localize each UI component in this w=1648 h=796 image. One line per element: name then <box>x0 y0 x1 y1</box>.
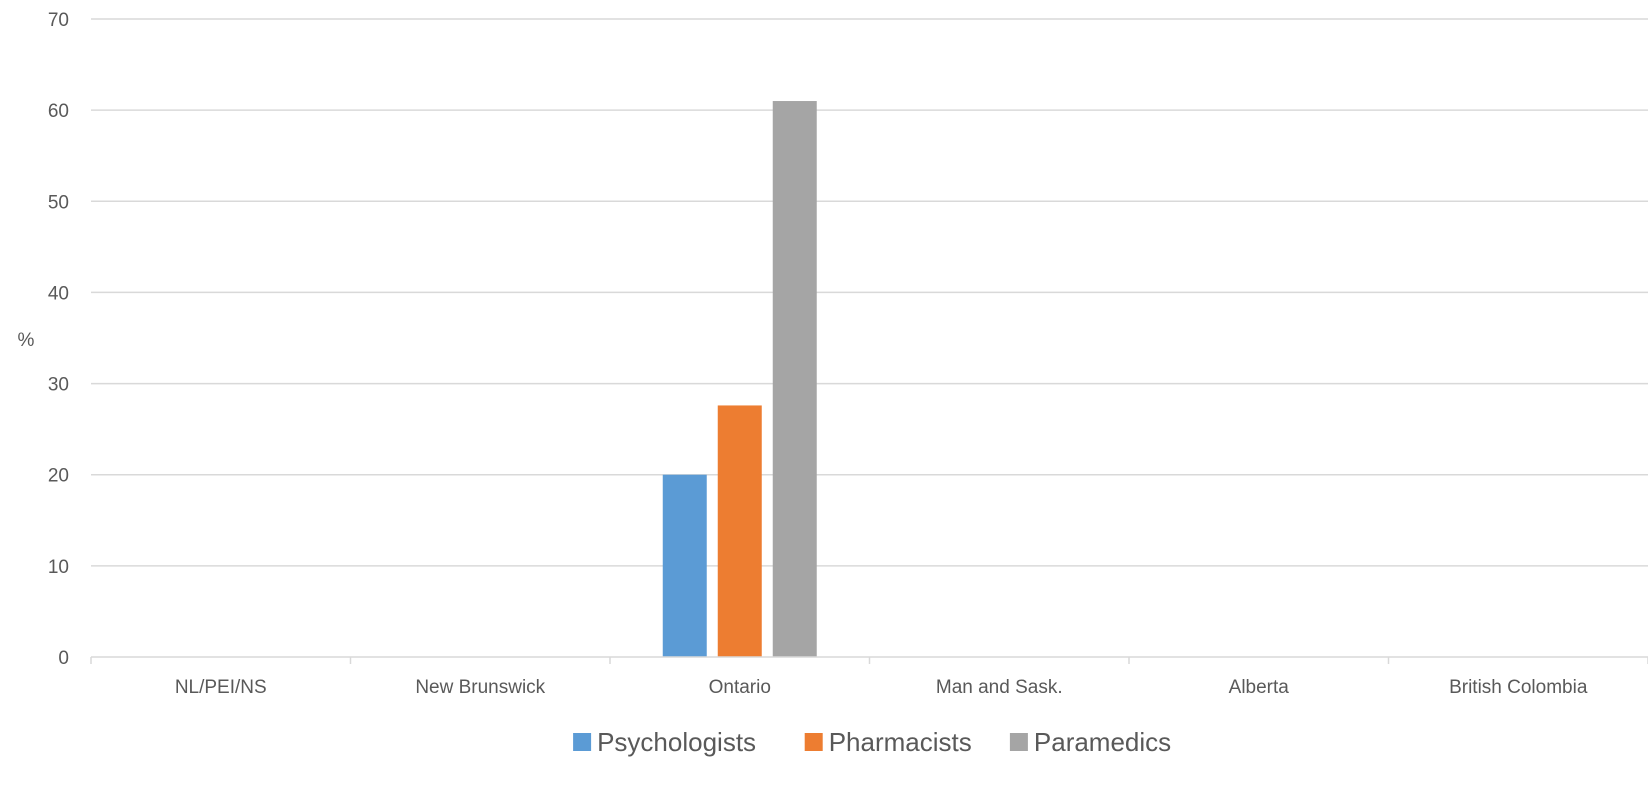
legend-label: Psychologists <box>597 727 756 757</box>
y-tick-label: 30 <box>48 375 69 396</box>
y-tick-label: 60 <box>48 101 69 122</box>
legend-item-psychologists: Psychologists <box>573 727 756 757</box>
bar-paramedics <box>772 101 817 658</box>
x-category-label: British Colombia <box>1449 677 1588 698</box>
y-tick-label: 40 <box>48 283 69 304</box>
legend-label: Pharmacists <box>829 727 972 757</box>
y-tick-label: 10 <box>48 557 69 578</box>
y-tick-label: 0 <box>58 648 69 669</box>
legend-swatch <box>573 733 592 751</box>
y-tick-label: 70 <box>48 10 69 31</box>
x-category-label: NL/PEI/NS <box>175 677 267 698</box>
y-tick-label: 50 <box>48 192 69 213</box>
y-axis-label: % <box>18 330 35 351</box>
legend-item-paramedics: Paramedics <box>1009 727 1171 757</box>
bars <box>662 101 817 658</box>
legend: Psychologists Pharmacists Paramedics <box>573 727 1171 757</box>
x-category-label: Alberta <box>1229 677 1290 698</box>
bar-psychologists <box>662 474 707 657</box>
bar-pharmacists <box>717 405 762 657</box>
gridlines <box>91 18 1648 567</box>
y-axis-ticks: 0 10 20 30 40 50 60 70 <box>48 10 69 669</box>
legend-swatch <box>804 733 823 751</box>
x-category-label: New Brunswick <box>415 677 545 698</box>
y-tick-label: 20 <box>48 466 69 487</box>
legend-label: Paramedics <box>1034 727 1171 757</box>
x-axis: NL/PEI/NS New Brunswick Ontario Man and Sas… <box>90 656 1648 698</box>
x-category-label: Ontario <box>709 677 771 698</box>
legend-item-pharmacists: Pharmacists <box>804 727 972 757</box>
legend-swatch <box>1009 733 1028 751</box>
x-category-label: Man and Sask. <box>936 677 1063 698</box>
